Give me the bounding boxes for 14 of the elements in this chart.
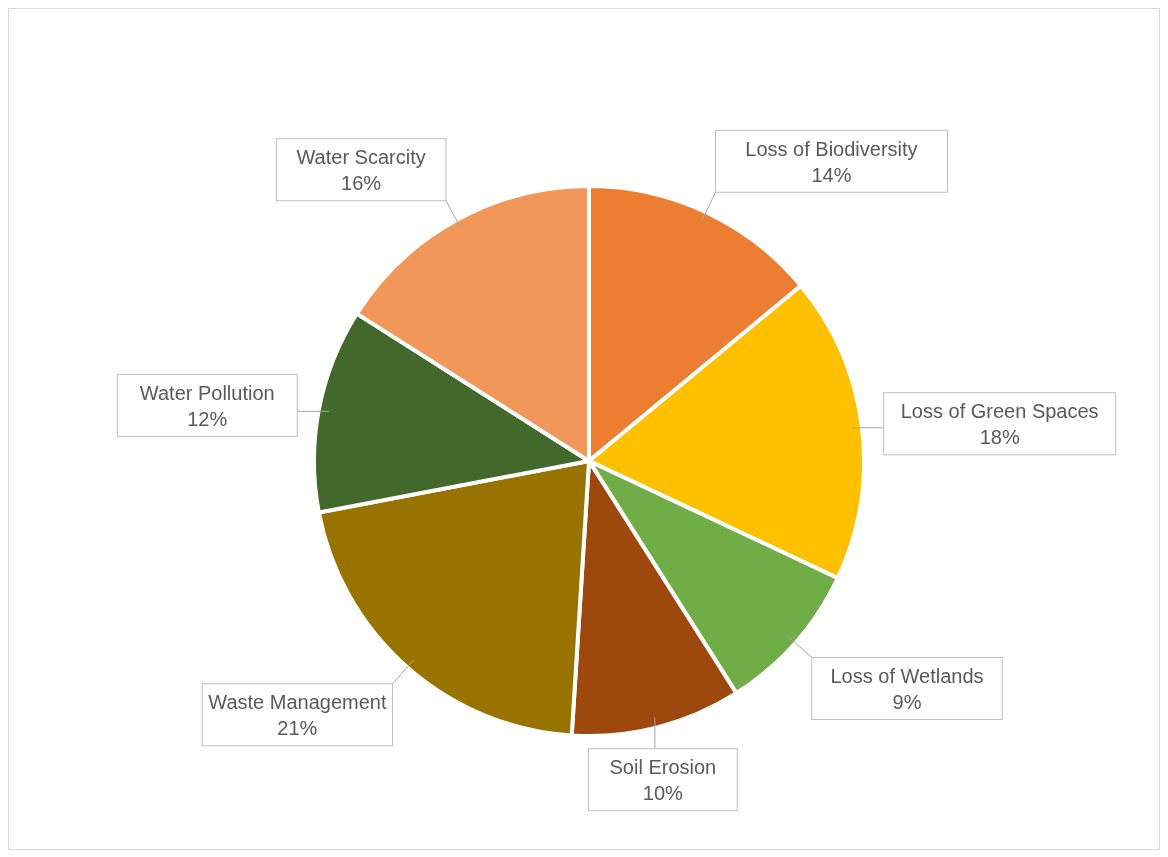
slice-label: Soil Erosion	[609, 755, 717, 778]
slice-label: Loss of Wetlands	[830, 664, 984, 687]
slice-label: Water Pollution	[139, 381, 275, 404]
data-label: 10%	[642, 781, 684, 804]
data-label: 14%	[811, 163, 852, 186]
data-label: 18%	[979, 426, 1020, 449]
slice-label: Water Scarcity	[296, 146, 426, 169]
data-label: 21%	[277, 717, 318, 740]
slice-label: Loss of Green Spaces	[900, 400, 1099, 423]
data-label: 9%	[892, 690, 922, 713]
data-label: 12%	[187, 407, 228, 430]
slice-label: Loss of Biodiversity	[745, 137, 918, 160]
data-label: 16%	[341, 172, 382, 195]
slice-label: Waste Management	[208, 691, 387, 714]
